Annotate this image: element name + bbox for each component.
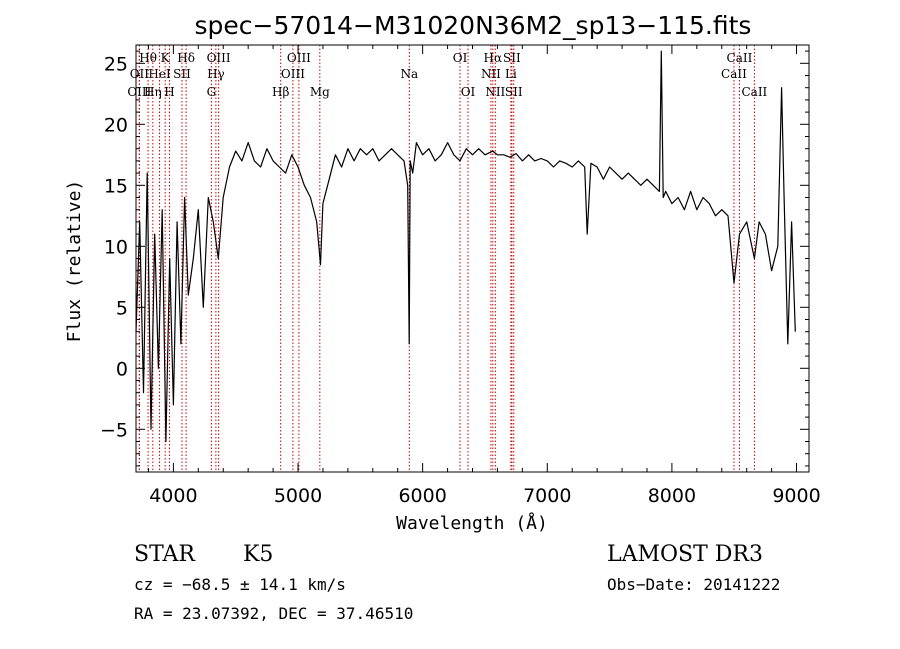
x-tick-label-4000: 4000 <box>149 485 197 507</box>
line-marker-label-6: H <box>164 85 174 99</box>
line-marker-label-3: Hη <box>144 85 162 99</box>
line-marker-label-12: OIII <box>287 51 311 65</box>
line-marker-label-25: CaII <box>727 51 753 65</box>
chart-title: spec−57014−M31020N36M2_sp13−115.fits <box>195 11 752 40</box>
series-line-flux <box>135 50 796 443</box>
x-axis-label: Wavelength (Å) <box>396 512 548 534</box>
y-axis-label: Flux (relative) <box>64 180 85 343</box>
line-marker-label-19: Hα <box>484 51 503 65</box>
x-tick-label-6000: 6000 <box>398 485 446 507</box>
x-axis: 4000 5000 6000 7000 8000 9000 <box>147 45 821 507</box>
line-marker-label-18: OI <box>461 85 476 99</box>
line-marker-label-15: Mg <box>310 85 330 99</box>
y-tick-label--5: −5 <box>100 419 128 441</box>
x-tick-label-9000: 9000 <box>772 485 820 507</box>
line-marker-label-24: SII <box>505 85 523 99</box>
line-marker-label-23: Li <box>505 67 517 81</box>
y-axis: −5 0 5 10 15 20 25 <box>100 50 809 467</box>
x-tick-label-8000: 8000 <box>648 485 696 507</box>
y-tick-label-0: 0 <box>116 358 128 380</box>
line-marker-label-9: OIII <box>207 51 231 65</box>
y-tick-label-5: 5 <box>116 297 128 319</box>
line-marker-label-21: NII <box>485 85 505 99</box>
redshift-cz: cz = −68.5 ± 14.1 km/s <box>134 575 346 594</box>
y-tick-label-15: 15 <box>104 175 128 197</box>
line-marker-label-7: Hδ <box>177 51 195 65</box>
line-marker-label-14: Hβ <box>272 85 289 99</box>
line-marker-label-8: SII <box>173 67 191 81</box>
line-marker-label-2: OIII <box>127 85 151 99</box>
object-class: STAR <box>134 542 196 567</box>
coordinates: RA = 23.07392, DEC = 37.46510 <box>134 604 413 623</box>
y-tick-label-10: 10 <box>104 236 128 258</box>
line-marker-label-11: G <box>207 85 217 99</box>
line-marker-label-27: CaII <box>741 85 767 99</box>
y-tick-label-25: 25 <box>104 53 128 75</box>
line-marker-label-17: OI <box>453 51 468 65</box>
plot-frame <box>135 44 810 473</box>
obs-date: Obs−Date: 20141222 <box>607 575 780 594</box>
line-marker-label-1: OII <box>130 67 150 81</box>
y-tick-label-20: 20 <box>104 114 128 136</box>
line-marker-label-4: K <box>161 51 171 65</box>
survey-name: LAMOST DR3 <box>607 542 763 567</box>
line-marker-label-22: SII <box>503 51 521 65</box>
line-marker-label-16: Na <box>400 67 418 81</box>
line-marker-label-10: Hγ <box>207 67 225 81</box>
line-marker-label-13: OIII <box>281 67 305 81</box>
spectrum-series <box>135 50 796 443</box>
object-subclass: K5 <box>243 542 273 567</box>
line-marker-label-5: HeI <box>148 67 171 81</box>
line-marker-label-0: Hθ <box>139 51 157 65</box>
line-marker-label-20: NII <box>481 67 501 81</box>
x-tick-label-5000: 5000 <box>274 485 322 507</box>
line-marker-label-26: CaII <box>721 67 747 81</box>
x-tick-label-7000: 7000 <box>523 485 571 507</box>
